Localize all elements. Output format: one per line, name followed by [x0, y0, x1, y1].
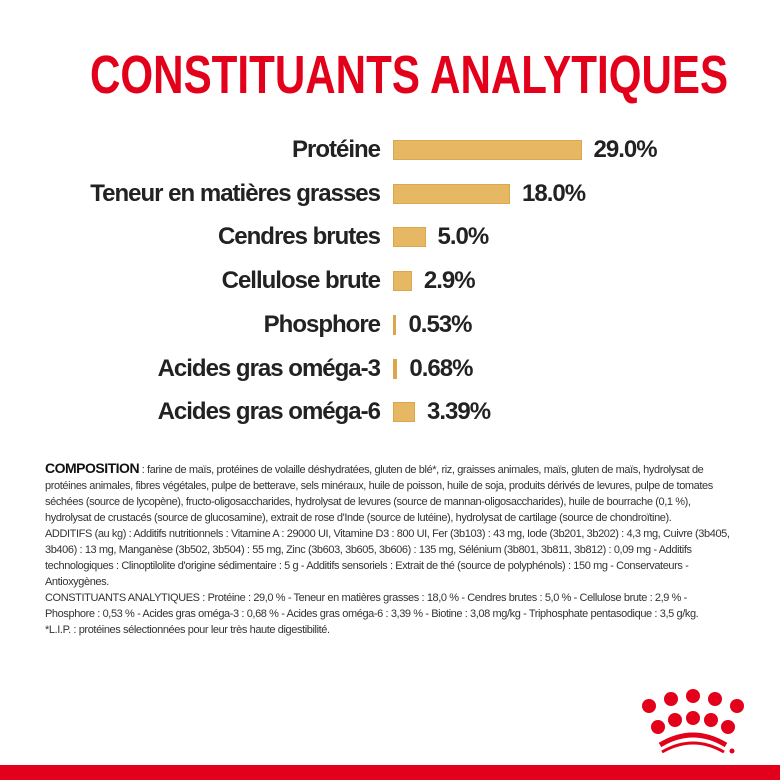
footnote-text: *L.I.P. : protéines sélectionnées pour l… — [45, 624, 330, 636]
value-label: 3.39% — [427, 398, 491, 426]
bar — [393, 271, 412, 292]
chart-row: Cellulose brute 2.9% — [0, 266, 780, 296]
page-title: CONSTITUANTS ANALYTIQUES — [0, 40, 780, 110]
composition-block: COMPOSITION : farine de maïs, protéines … — [45, 460, 735, 638]
chart-row: Cendres brutes 5.0% — [0, 222, 780, 252]
royal-canin-crown-icon — [640, 685, 750, 765]
value-label: 2.9% — [423, 267, 476, 295]
composition-text: : farine de maïs, protéines de volaille … — [45, 464, 713, 524]
chart-row: Teneur en matières grasses 18.0% — [0, 179, 780, 209]
chart-row: Phosphore 0.53% — [0, 310, 780, 340]
chart-row: Acides gras oméga-6 3.39% — [0, 397, 780, 427]
bar — [393, 314, 397, 335]
footer-red-band — [0, 765, 780, 780]
bar — [393, 358, 398, 379]
chart-row: Acides gras oméga-3 0.68% — [0, 354, 780, 384]
category-label: Cendres brutes — [217, 223, 381, 251]
category-label: Cellulose brute — [221, 267, 381, 295]
constituants-text: CONSTITUANTS ANALYTIQUES : Protéine : 29… — [45, 592, 699, 620]
page-title-text: CONSTITUANTS ANALYTIQUES — [89, 45, 729, 105]
category-label: Acides gras oméga-3 — [157, 354, 381, 382]
bar — [393, 227, 426, 248]
composition-heading: COMPOSITION — [45, 460, 140, 476]
value-label: 0.68% — [409, 354, 473, 382]
bar — [393, 402, 416, 423]
value-label: 29.0% — [593, 136, 658, 163]
category-label: Protéine — [291, 136, 381, 163]
composition-paragraph: COMPOSITION : farine de maïs, protéines … — [45, 460, 735, 526]
category-label: Phosphore — [263, 310, 381, 338]
value-label: 18.0% — [522, 179, 586, 207]
value-label: 0.53% — [408, 310, 472, 338]
value-label: 5.0% — [437, 223, 490, 251]
chart-row: Protéine 29.0% — [0, 135, 780, 165]
additifs-text: ADDITIFS (au kg) : Additifs nutritionnel… — [45, 528, 730, 588]
category-label: Acides gras oméga-6 — [157, 398, 381, 426]
category-label: Teneur en matières grasses — [90, 179, 381, 207]
bar — [393, 183, 510, 204]
bar — [393, 140, 582, 160]
